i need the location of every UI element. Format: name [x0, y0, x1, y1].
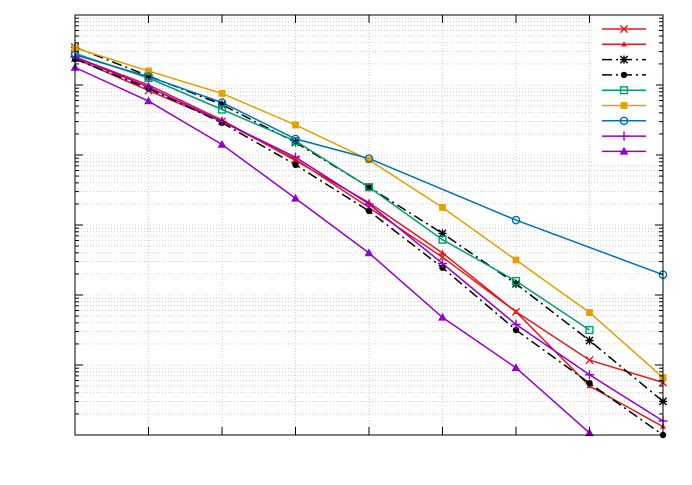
data-point [364, 183, 374, 192]
data-point [290, 152, 301, 162]
data-point [292, 161, 299, 168]
data-point [217, 139, 227, 148]
legend-entry-9 [602, 146, 646, 155]
data-point [217, 100, 227, 109]
data-point [364, 199, 374, 209]
data-point [365, 156, 373, 164]
legend-marker [620, 102, 628, 109]
data-point [585, 325, 594, 335]
data-point [217, 98, 227, 107]
data-point [512, 326, 520, 334]
legend-entry-6 [602, 102, 646, 109]
plot-frame [74, 14, 664, 436]
legend-marker [619, 55, 629, 64]
legend-entry-7 [602, 116, 646, 126]
data-point [291, 134, 300, 144]
data-point [291, 193, 300, 202]
legend-entry-1 [602, 24, 646, 34]
data-point [585, 356, 594, 365]
data-point [143, 82, 154, 92]
legend-entry-5 [602, 86, 646, 95]
legend-entry-2 [602, 41, 646, 47]
data-point [144, 72, 153, 81]
legend-marker [619, 24, 629, 34]
legend-marker [621, 41, 627, 47]
data-point [218, 90, 226, 97]
data-point [586, 309, 593, 316]
legend-entry-3 [602, 55, 646, 64]
legend-marker [619, 86, 629, 95]
series-line-4 [74, 58, 664, 436]
data-point [364, 154, 374, 163]
data-point [439, 249, 446, 256]
data-point [217, 116, 227, 126]
data-point [145, 67, 152, 75]
legend-marker [619, 131, 629, 141]
data-point [438, 235, 447, 244]
data-point [144, 96, 153, 105]
data-point [511, 215, 521, 225]
legend [602, 24, 646, 155]
data-point [513, 308, 519, 314]
legend-entry-8 [602, 131, 646, 141]
data-point [511, 319, 521, 329]
data-point [512, 256, 520, 264]
legend-marker [620, 71, 628, 79]
series-line-5 [74, 52, 590, 331]
data-point [292, 121, 299, 129]
data-point [585, 336, 594, 345]
data-point [584, 370, 595, 380]
data-point [437, 258, 448, 269]
data-point [438, 312, 447, 321]
legend-marker [619, 116, 629, 126]
data-point [511, 363, 521, 371]
series-line-9 [74, 66, 590, 434]
legend-marker [619, 146, 629, 155]
data-point [364, 248, 374, 257]
data-point [439, 204, 446, 211]
data-point [365, 207, 373, 215]
data-point [586, 380, 593, 387]
data-point [511, 276, 521, 286]
legend-entry-4 [602, 71, 646, 79]
